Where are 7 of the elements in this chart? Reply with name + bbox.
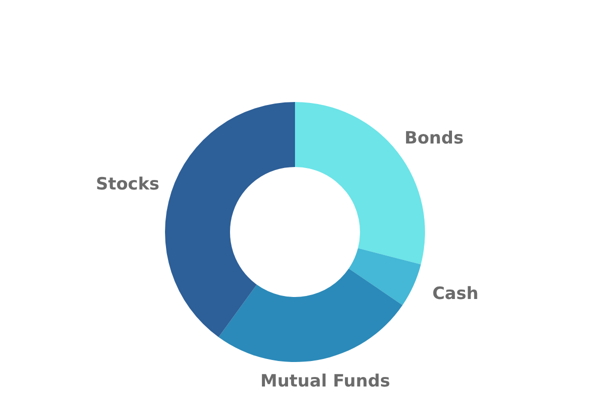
slice-label: Mutual Funds [260, 371, 390, 392]
donut-slice [348, 248, 421, 306]
donut-slice [218, 268, 403, 362]
slice-label: Cash [432, 284, 478, 304]
slice-label: Bonds [404, 128, 464, 148]
donut-slice [165, 102, 295, 338]
slice-label: Stocks [96, 174, 160, 195]
